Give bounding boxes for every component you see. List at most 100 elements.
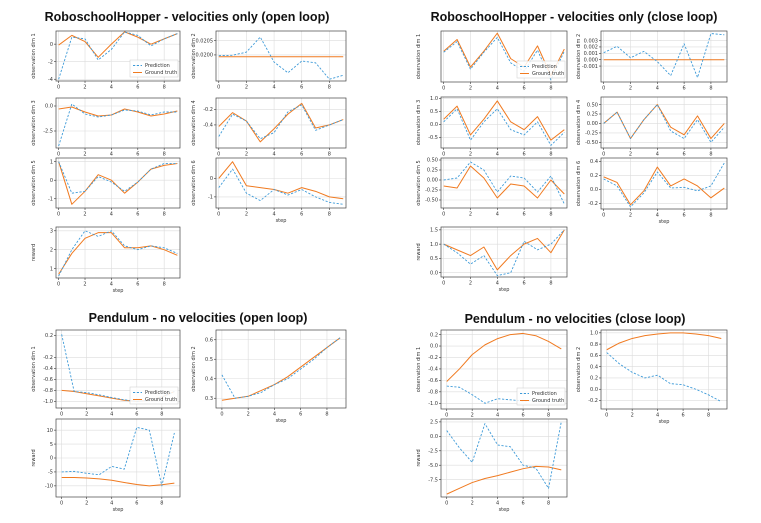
x-tick-label: 8 bbox=[163, 212, 166, 218]
x-tick-label: 0 bbox=[217, 212, 220, 218]
x-tick-label: 4 bbox=[656, 152, 659, 158]
y-tick-label: -2.5 bbox=[43, 129, 53, 135]
chart-h1_reward: 0 2 4 6 8 1 2 3 reward step bbox=[31, 226, 181, 294]
y-tick-label: -1.0 bbox=[428, 401, 438, 407]
chart-p2_obs2: 0 2 4 6 8 1.0 0.8 0.6 0.4 0.2 0.0 -0.2 observation d… bbox=[576, 329, 728, 425]
x-tick-label: 2 bbox=[471, 501, 474, 507]
x-tick-label: 4 bbox=[110, 282, 113, 288]
axes-frame bbox=[440, 418, 568, 498]
y-tick-label: -0.2 bbox=[588, 201, 598, 207]
y-tick-label: 0.2 bbox=[590, 376, 598, 382]
series-prediction-line bbox=[603, 104, 725, 143]
x-tick-label: 6 bbox=[300, 152, 303, 158]
x-tick-label: 0 bbox=[57, 212, 60, 218]
y-tick-label: -0.8 bbox=[43, 388, 53, 394]
x-tick-label: 2 bbox=[631, 413, 634, 419]
y-axis-label: observation dim 4 bbox=[191, 100, 197, 145]
x-tick-label: 8 bbox=[325, 412, 328, 418]
y-tick-label: -2.5 bbox=[428, 448, 438, 454]
series-prediction-line bbox=[603, 162, 725, 208]
x-tick-label: 8 bbox=[549, 152, 552, 158]
x-tick-label: 8 bbox=[163, 152, 166, 158]
y-tick-label: 10 bbox=[47, 428, 53, 434]
x-tick-label: 4 bbox=[496, 281, 499, 287]
series-ground-truth-line bbox=[603, 166, 725, 206]
plot-area bbox=[601, 330, 727, 409]
series-ground-truth-line bbox=[443, 165, 565, 199]
x-tick-label: 4 bbox=[656, 213, 659, 219]
chart-h1_obs4: 0 2 4 6 8 -0.2 -0.4 observation dim 4 bbox=[191, 97, 347, 158]
y-tick-label: 0.001 bbox=[584, 51, 598, 57]
legend-prediction-label: Prediction bbox=[532, 391, 557, 397]
y-tick-label: -0.25 bbox=[585, 131, 598, 137]
y-tick-label: 0.0 bbox=[590, 187, 598, 193]
x-tick-label: 0 bbox=[60, 412, 63, 418]
x-tick-label: 8 bbox=[328, 85, 331, 91]
x-tick-label: 2 bbox=[469, 212, 472, 218]
y-tick-label: -0.25 bbox=[425, 188, 438, 194]
chart-p1_reward: 0 2 4 6 8 10 5 0 -5 -10 reward step bbox=[31, 418, 181, 513]
x-tick-label: 0 bbox=[602, 213, 605, 219]
y-axis-label: observation dim 6 bbox=[191, 160, 197, 205]
series-prediction-line bbox=[446, 385, 562, 404]
chart-h1_obs3: 0 2 4 6 8 -2.5 0.0 observation dim 3 bbox=[31, 97, 181, 158]
series-ground-truth-line bbox=[221, 337, 341, 401]
axes-frame bbox=[440, 226, 568, 278]
y-tick-label: 0.2 bbox=[590, 173, 598, 179]
series-prediction-line bbox=[218, 104, 344, 140]
x-tick-label: 2 bbox=[83, 212, 86, 218]
x-tick-label: 4 bbox=[496, 413, 499, 419]
y-tick-label: 0.4 bbox=[205, 376, 213, 382]
y-tick-label: -0.50 bbox=[425, 198, 438, 204]
title-hopper-open: RoboschoolHopper - velocities only (open… bbox=[44, 10, 330, 24]
y-tick-label: 0 bbox=[210, 176, 213, 182]
x-tick-label: 8 bbox=[707, 413, 710, 419]
y-tick-label: 0.4 bbox=[590, 159, 598, 165]
y-tick-label: 0.50 bbox=[587, 102, 598, 108]
series-ground-truth-line bbox=[443, 100, 565, 141]
y-tick-label: 0.0 bbox=[430, 122, 438, 128]
x-axis-label: step bbox=[659, 219, 670, 225]
x-axis-label: step bbox=[499, 507, 510, 513]
axes-frame bbox=[215, 157, 347, 209]
plot-area bbox=[441, 158, 567, 208]
series-ground-truth-line bbox=[218, 161, 344, 200]
y-tick-label: -5.0 bbox=[428, 463, 438, 469]
x-tick-label: 8 bbox=[709, 86, 712, 92]
x-tick-label: 4 bbox=[656, 413, 659, 419]
x-tick-label: 2 bbox=[629, 86, 632, 92]
plot-area bbox=[441, 97, 567, 148]
y-axis-label: observation dim 1 bbox=[31, 346, 37, 391]
y-axis-label: observation dim 1 bbox=[31, 33, 37, 78]
x-tick-label: 0 bbox=[602, 86, 605, 92]
y-axis-label: observation dim 5 bbox=[31, 160, 37, 205]
y-tick-label: 0.2 bbox=[430, 332, 438, 338]
x-tick-label: 0 bbox=[442, 281, 445, 287]
axes-frame bbox=[55, 418, 181, 498]
y-tick-label: -1 bbox=[48, 196, 53, 202]
chart-h2_obs6: 0 2 4 6 8 0.4 0.2 0.0 -0.2 observation dim 6 step bbox=[576, 157, 728, 225]
y-tick-label: -0.4 bbox=[428, 367, 438, 373]
x-tick-label: 0 bbox=[220, 412, 223, 418]
x-tick-label: 2 bbox=[469, 86, 472, 92]
x-tick-label: 0 bbox=[217, 85, 220, 91]
x-tick-label: 2 bbox=[85, 412, 88, 418]
x-tick-label: 0 bbox=[217, 152, 220, 158]
x-axis-label: step bbox=[499, 287, 510, 293]
y-tick-label: 0.0 bbox=[45, 104, 53, 110]
x-tick-label: 2 bbox=[471, 413, 474, 419]
x-tick-label: 0 bbox=[60, 501, 63, 507]
x-tick-label: 4 bbox=[110, 501, 113, 507]
x-tick-label: 0 bbox=[57, 152, 60, 158]
chart-p1_obs2: 0 2 4 6 8 0.6 0.5 0.4 0.3 observation dim 2 step bbox=[191, 329, 347, 424]
x-tick-label: 4 bbox=[110, 85, 113, 91]
legend-prediction-label: Prediction bbox=[145, 63, 170, 69]
title-pendulum-open: Pendulum - no velocities (open loop) bbox=[88, 311, 308, 325]
plot-area bbox=[56, 98, 180, 148]
y-axis-label: observation dim 4 bbox=[576, 100, 582, 145]
x-axis-label: step bbox=[659, 419, 670, 425]
x-tick-label: 6 bbox=[136, 212, 139, 218]
